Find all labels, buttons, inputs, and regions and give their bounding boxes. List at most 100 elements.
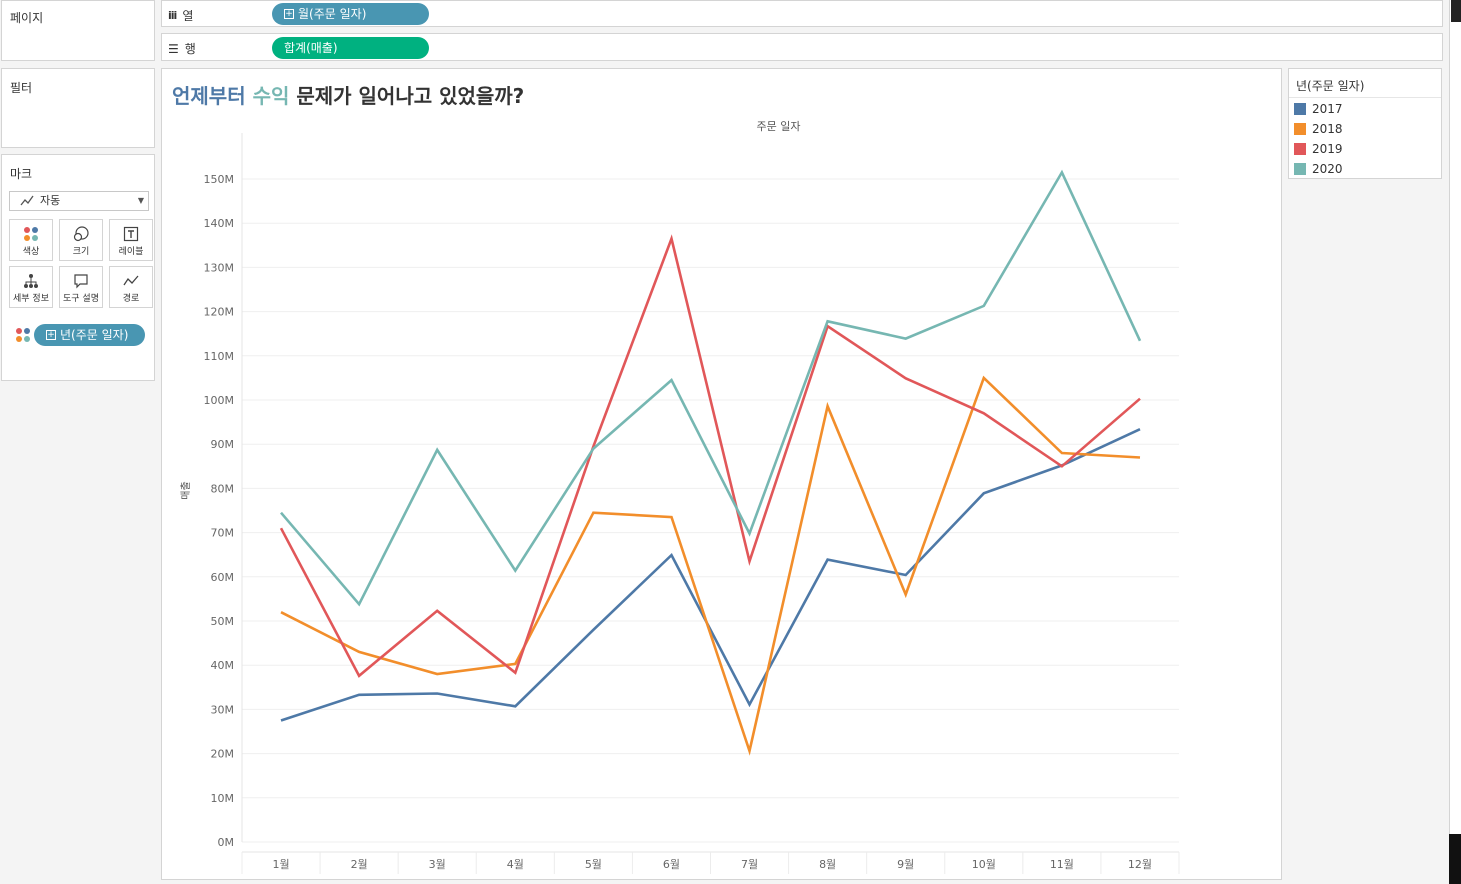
columns-pill-label: 월(주문 일자) bbox=[298, 7, 367, 21]
detail-button[interactable]: 세부 정보 bbox=[9, 266, 53, 308]
detail-icon bbox=[10, 269, 52, 291]
pages-panel[interactable]: 페이지 bbox=[1, 0, 155, 61]
y-tick-label: 30M bbox=[211, 703, 235, 716]
size-button-label: 크기 bbox=[72, 247, 90, 257]
y-tick-label: 140M bbox=[204, 217, 235, 230]
y-tick-label: 130M bbox=[204, 261, 235, 274]
color-field-pill[interactable]: + 년(주문 일자) bbox=[34, 324, 145, 346]
marks-panel: 마크 자동 ▼ 색상 크기 레이블 세부 정보 도구 설명 bbox=[1, 154, 155, 381]
y-tick-label: 50M bbox=[211, 615, 235, 628]
x-tick-label: 7월 bbox=[741, 858, 758, 871]
legend-swatch bbox=[1294, 143, 1306, 155]
color-icon bbox=[10, 222, 52, 244]
x-tick-label: 5월 bbox=[585, 858, 602, 871]
label-button[interactable]: 레이블 bbox=[109, 219, 153, 261]
title-part-rest: 문제가 일어나고 있었을까? bbox=[296, 84, 525, 108]
marks-title: 마크 bbox=[10, 167, 33, 181]
y-tick-label: 120M bbox=[204, 306, 235, 319]
columns-shelf-label: 열 bbox=[182, 9, 194, 23]
title-part-profit: 수익 bbox=[252, 84, 290, 108]
size-icon bbox=[60, 222, 102, 244]
x-tick-label: 4월 bbox=[507, 858, 524, 871]
x-tick-label: 2월 bbox=[351, 858, 368, 871]
path-icon bbox=[110, 269, 152, 291]
tooltip-button[interactable]: 도구 설명 bbox=[59, 266, 103, 308]
y-tick-label: 0M bbox=[218, 836, 235, 849]
color-legend[interactable]: 년(주문 일자) 2017 2018 2019 2020 bbox=[1288, 68, 1442, 179]
y-tick-label: 40M bbox=[211, 659, 235, 672]
detail-button-label: 세부 정보 bbox=[13, 294, 49, 304]
pages-title: 페이지 bbox=[10, 11, 44, 25]
mark-type-dropdown[interactable]: 자동 ▼ bbox=[9, 191, 149, 211]
x-tick-label: 1월 bbox=[272, 858, 289, 871]
chevron-down-icon: ▼ bbox=[137, 196, 144, 205]
y-tick-label: 10M bbox=[211, 792, 235, 805]
columns-icon: iii bbox=[168, 9, 177, 22]
window-edge-dark-bottom bbox=[1449, 834, 1461, 884]
legend-label: 2019 bbox=[1312, 142, 1343, 156]
series-line-2020[interactable] bbox=[280, 169, 1142, 607]
expand-icon: + bbox=[284, 9, 294, 19]
series-line-2019[interactable] bbox=[279, 234, 1141, 678]
y-tick-label: 150M bbox=[204, 173, 235, 186]
y-tick-label: 20M bbox=[211, 748, 235, 761]
tooltip-button-label: 도구 설명 bbox=[63, 294, 99, 304]
rows-shelf-label-group: ☰ 행 bbox=[168, 40, 196, 57]
window-edge bbox=[1449, 0, 1461, 884]
x-tick-label: 8월 bbox=[819, 858, 836, 871]
legend-item-2018[interactable]: 2018 bbox=[1294, 121, 1343, 137]
x-tick-label: 3월 bbox=[429, 858, 446, 871]
rows-icon: ☰ bbox=[168, 41, 179, 56]
size-button[interactable]: 크기 bbox=[59, 219, 103, 261]
legend-title: 년(주문 일자) bbox=[1296, 79, 1365, 93]
rows-shelf[interactable]: ☰ 행 합계(매출) bbox=[161, 33, 1443, 61]
x-tick-label: 12월 bbox=[1128, 858, 1152, 871]
legend-swatch bbox=[1294, 103, 1306, 115]
rows-pill-label: 합계(매출) bbox=[284, 41, 338, 55]
path-button-label: 경로 bbox=[122, 294, 140, 304]
legend-divider bbox=[1289, 97, 1441, 98]
legend-swatch bbox=[1294, 163, 1306, 175]
columns-pill[interactable]: + 월(주문 일자) bbox=[272, 3, 429, 25]
worksheet-view: 언제부터 수익 문제가 일어나고 있었을까? 0M 10M 20M 30M 40M 50M… bbox=[161, 68, 1282, 880]
path-button[interactable]: 경로 bbox=[109, 266, 153, 308]
filters-title: 필터 bbox=[10, 81, 33, 95]
legend-item-2019[interactable]: 2019 bbox=[1294, 141, 1343, 157]
legend-label: 2020 bbox=[1312, 162, 1343, 176]
line-chart[interactable]: 0M 10M 20M 30M 40M 50M 60M 70M 80M 90M 100M 110M 120… bbox=[162, 69, 1281, 879]
columns-shelf[interactable]: iii 열 + 월(주문 일자) bbox=[161, 0, 1443, 27]
series-line-2018[interactable] bbox=[280, 375, 1141, 756]
rows-shelf-label: 행 bbox=[184, 42, 196, 56]
y-tick-label: 100M bbox=[204, 394, 235, 407]
y-tick-label: 60M bbox=[211, 571, 235, 584]
x-axis-title: 주문 일자 bbox=[757, 119, 801, 133]
legend-item-2020[interactable]: 2020 bbox=[1294, 161, 1343, 177]
columns-shelf-label-group: iii 열 bbox=[168, 7, 193, 24]
y-tick-label: 110M bbox=[204, 350, 235, 363]
legend-item-2017[interactable]: 2017 bbox=[1294, 101, 1343, 117]
y-axis-title: 매출 bbox=[180, 481, 192, 499]
legend-swatch bbox=[1294, 123, 1306, 135]
filters-panel[interactable]: 필터 bbox=[1, 68, 155, 148]
expand-icon: + bbox=[46, 330, 56, 340]
y-tick-label: 70M bbox=[211, 527, 235, 540]
x-tick-label: 6월 bbox=[663, 858, 680, 871]
color-button[interactable]: 색상 bbox=[9, 219, 53, 261]
color-field-pill-label: 년(주문 일자) bbox=[60, 328, 129, 342]
worksheet-title: 언제부터 수익 문제가 일어나고 있었을까? bbox=[172, 80, 524, 109]
legend-label: 2017 bbox=[1312, 102, 1343, 116]
color-legend-icon bbox=[15, 327, 31, 347]
x-tick-label: 9월 bbox=[897, 858, 914, 871]
label-icon bbox=[110, 222, 152, 244]
tooltip-icon bbox=[60, 269, 102, 291]
series-line-2017[interactable] bbox=[280, 428, 1141, 722]
rows-pill[interactable]: 합계(매출) bbox=[272, 37, 429, 59]
label-button-label: 레이블 bbox=[118, 247, 144, 257]
line-icon bbox=[20, 192, 34, 216]
color-button-label: 색상 bbox=[22, 247, 40, 257]
y-tick-label: 80M bbox=[211, 482, 235, 495]
mark-type-label: 자동 bbox=[40, 194, 61, 207]
x-tick-label: 10월 bbox=[972, 858, 996, 871]
window-edge-dark-top bbox=[1451, 0, 1461, 22]
y-tick-label: 90M bbox=[211, 438, 235, 451]
